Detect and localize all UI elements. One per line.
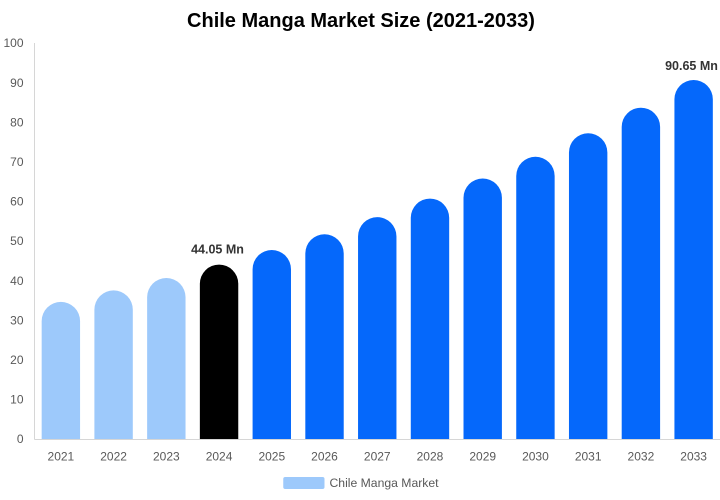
svg-text:90: 90 [10, 76, 24, 90]
svg-text:60: 60 [10, 195, 24, 209]
svg-text:2029: 2029 [469, 450, 496, 464]
svg-text:50: 50 [10, 234, 24, 248]
svg-text:40: 40 [10, 274, 24, 288]
svg-text:0: 0 [17, 432, 24, 446]
svg-text:2028: 2028 [417, 450, 444, 464]
svg-text:2032: 2032 [628, 450, 655, 464]
svg-text:Chile Manga Market Size (2021-: Chile Manga Market Size (2021-2033) [187, 10, 535, 32]
svg-text:Chile Manga Market: Chile Manga Market [330, 476, 440, 490]
svg-text:2026: 2026 [311, 450, 338, 464]
svg-text:2025: 2025 [258, 450, 285, 464]
svg-text:90.65 Mn: 90.65 Mn [665, 59, 718, 73]
svg-text:2022: 2022 [100, 450, 127, 464]
svg-text:100: 100 [3, 36, 23, 50]
svg-text:70: 70 [10, 155, 24, 169]
svg-text:44.05 Mn: 44.05 Mn [191, 243, 244, 257]
svg-text:80: 80 [10, 115, 24, 129]
svg-text:2024: 2024 [206, 450, 233, 464]
svg-text:2033: 2033 [680, 450, 707, 464]
svg-text:2023: 2023 [153, 450, 180, 464]
svg-text:2031: 2031 [575, 450, 602, 464]
svg-text:2027: 2027 [364, 450, 391, 464]
svg-text:30: 30 [10, 313, 24, 327]
svg-text:2021: 2021 [48, 450, 75, 464]
svg-text:20: 20 [10, 353, 24, 367]
svg-text:2030: 2030 [522, 450, 549, 464]
svg-text:10: 10 [10, 393, 24, 407]
